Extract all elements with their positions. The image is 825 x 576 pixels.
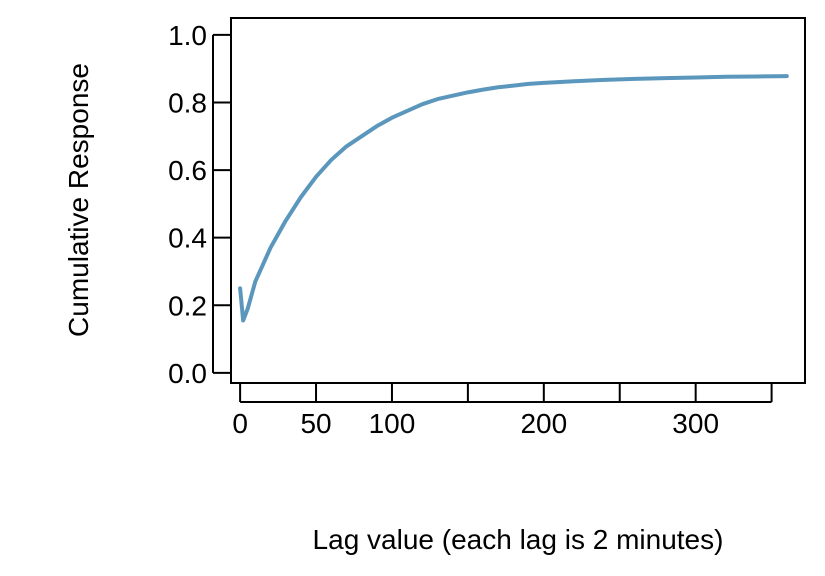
series-layer: [238, 74, 789, 323]
x-axis: 0 50 100 200 300: [232, 384, 773, 439]
y-axis: 0.0 0.2 0.4 0.6 0.8 1.0: [168, 20, 231, 389]
x-tick-label: 50: [300, 408, 331, 439]
y-tick-label: 1.0: [168, 20, 207, 51]
x-tick-label: 300: [672, 408, 719, 439]
y-tick-label: 0.6: [168, 155, 207, 186]
y-tick-label: 0.0: [168, 358, 207, 389]
series-line: [238, 74, 789, 323]
y-axis-title: Cumulative Response: [63, 63, 94, 337]
x-tick-label: 200: [520, 408, 567, 439]
y-tick-label: 0.4: [168, 223, 207, 254]
x-axis-title: Lag value (each lag is 2 minutes): [313, 524, 724, 555]
x-tick-label: 0: [232, 408, 248, 439]
plot-area-frame: [230, 17, 806, 384]
y-tick-label: 0.2: [168, 290, 207, 321]
x-tick-label: 100: [369, 408, 416, 439]
y-tick-label: 0.8: [168, 87, 207, 118]
